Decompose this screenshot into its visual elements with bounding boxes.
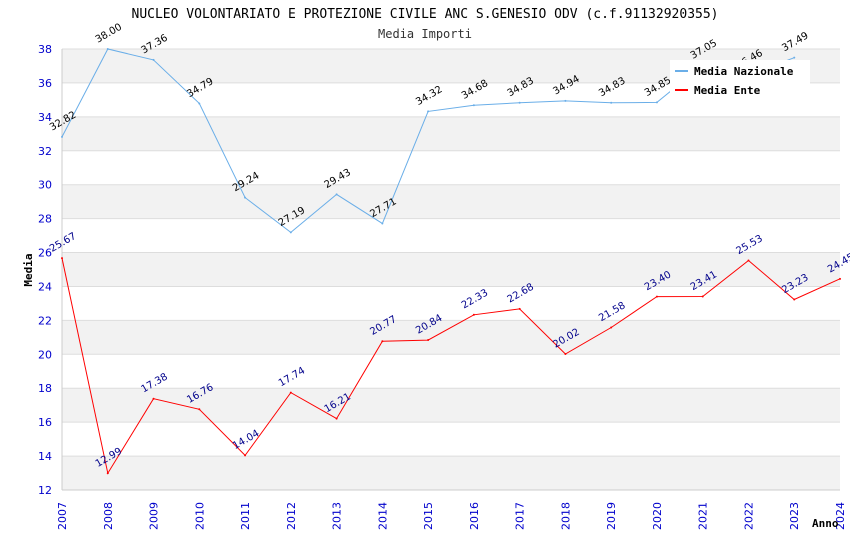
x-tick-label: 2024 <box>834 502 847 530</box>
x-tick-label: 2019 <box>605 502 618 530</box>
data-point <box>335 193 338 196</box>
y-tick-label: 20 <box>38 348 52 361</box>
x-tick-label: 2014 <box>376 502 389 530</box>
data-point <box>152 58 155 61</box>
y-axis-title: Media <box>22 253 35 286</box>
data-point <box>472 313 475 316</box>
grid-lines <box>62 48 840 491</box>
y-tick-label: 26 <box>38 247 52 260</box>
x-tick-label: 2011 <box>239 502 252 530</box>
background-bands <box>62 49 840 490</box>
data-point <box>427 110 430 113</box>
x-tick-labels: 2007 2008 2009 2010 2011 2012 2013 2014 2015 2016… <box>56 502 847 530</box>
y-tick-label: 32 <box>38 145 52 158</box>
y-tick-label: 16 <box>38 416 52 429</box>
data-point <box>655 101 658 104</box>
data-label: 14.04 <box>231 428 261 452</box>
y-tick-label: 28 <box>38 213 52 226</box>
data-point <box>747 259 750 262</box>
data-point <box>381 340 384 343</box>
data-point <box>61 135 63 138</box>
legend-label: Media Nazionale <box>694 65 794 78</box>
data-point <box>106 472 109 475</box>
data-point <box>793 56 796 59</box>
chart-subtitle: Media Importi <box>378 27 472 41</box>
data-point <box>610 326 613 329</box>
data-point <box>335 417 338 420</box>
series-line <box>61 257 841 475</box>
band <box>62 320 840 355</box>
y-tick-label: 22 <box>38 314 52 327</box>
data-point <box>839 277 841 280</box>
x-tick-label: 2020 <box>651 502 664 530</box>
data-point <box>655 295 658 298</box>
y-tick-label: 38 <box>38 43 52 56</box>
y-tick-label: 14 <box>38 450 52 463</box>
x-tick-label: 2021 <box>697 502 710 530</box>
data-point <box>198 102 201 105</box>
x-tick-label: 2018 <box>559 502 572 530</box>
data-point <box>198 408 201 411</box>
data-point <box>518 307 521 310</box>
axes <box>61 49 840 491</box>
x-tick-label: 2016 <box>468 502 481 530</box>
data-label: 38.00 <box>94 22 124 46</box>
y-tick-label: 12 <box>38 484 52 497</box>
data-point <box>289 391 292 394</box>
band <box>62 456 840 490</box>
x-tick-label: 2009 <box>148 502 161 530</box>
legend: Media Nazionale Media Ente <box>670 60 810 102</box>
data-point <box>701 295 704 298</box>
x-tick-label: 2012 <box>285 502 298 530</box>
data-label: 34.32 <box>414 84 444 108</box>
data-point <box>793 298 796 301</box>
band <box>62 252 840 287</box>
x-tick-label: 2023 <box>788 502 801 530</box>
band <box>62 116 840 151</box>
x-tick-label: 2015 <box>422 502 435 530</box>
y-tick-labels: 12 14 16 18 20 22 24 26 28 30 32 34 36 38 <box>38 43 52 497</box>
y-tick-label: 24 <box>38 280 52 293</box>
data-point <box>381 222 384 225</box>
data-point <box>610 101 613 104</box>
data-point <box>564 99 567 102</box>
y-tick-label: 30 <box>38 179 52 192</box>
x-tick-label: 2010 <box>193 502 206 530</box>
data-point <box>427 339 430 342</box>
legend-box <box>670 60 810 102</box>
band <box>62 184 840 219</box>
data-point <box>564 352 567 355</box>
data-point <box>289 231 292 234</box>
x-axis-title: Anno <box>812 517 839 530</box>
data-point <box>106 48 109 50</box>
x-tick-label: 2022 <box>742 502 755 530</box>
y-tick-label: 36 <box>38 77 52 90</box>
chart-title: NUCLEO VOLONTARIATO E PROTEZIONE CIVILE … <box>132 7 719 22</box>
data-label: 22.33 <box>460 288 490 312</box>
y-tick-label: 34 <box>38 111 52 124</box>
data-point <box>152 397 155 400</box>
data-label: 17.74 <box>277 365 307 389</box>
legend-label: Media Ente <box>694 84 761 97</box>
data-label: 25.67 <box>48 231 78 255</box>
data-point <box>244 454 247 457</box>
x-tick-label: 2008 <box>102 502 115 530</box>
x-tick-label: 2013 <box>331 502 344 530</box>
band <box>62 388 840 423</box>
data-point <box>518 101 521 104</box>
data-point <box>244 196 247 199</box>
y-tick-label: 18 <box>38 382 52 395</box>
data-point <box>472 104 475 107</box>
x-tick-label: 2007 <box>56 502 69 530</box>
x-tick-label: 2017 <box>514 502 527 530</box>
data-point <box>61 257 63 260</box>
